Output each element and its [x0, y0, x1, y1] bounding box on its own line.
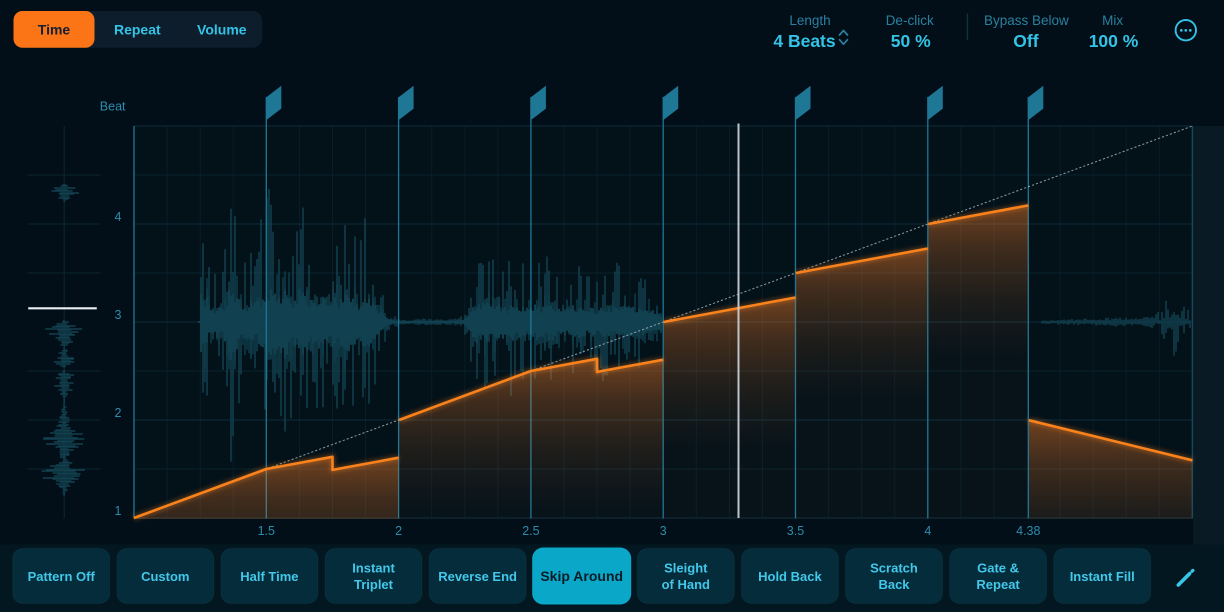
svg-text:4.38: 4.38 [1016, 524, 1040, 538]
svg-text:Repeat: Repeat [114, 21, 161, 37]
svg-text:Skip Around: Skip Around [540, 568, 623, 584]
svg-text:of Hand: of Hand [662, 577, 710, 592]
svg-text:Instant: Instant [352, 561, 395, 576]
svg-text:100 %: 100 % [1089, 31, 1139, 51]
svg-text:1: 1 [115, 504, 122, 518]
svg-text:4: 4 [924, 524, 931, 538]
svg-text:Volume: Volume [197, 21, 247, 37]
svg-text:Mix: Mix [1102, 13, 1123, 28]
svg-text:Time: Time [38, 21, 71, 37]
svg-text:Half Time: Half Time [240, 569, 298, 584]
svg-text:Sleight: Sleight [664, 561, 708, 576]
svg-text:Off: Off [1013, 31, 1038, 51]
svg-text:Custom: Custom [141, 569, 189, 584]
svg-text:Beat: Beat [100, 100, 126, 114]
svg-text:3: 3 [660, 524, 667, 538]
svg-text:2: 2 [395, 524, 402, 538]
svg-text:3.5: 3.5 [787, 524, 804, 538]
svg-text:Reverse End: Reverse End [438, 569, 517, 584]
svg-text:Gate &: Gate & [977, 561, 1019, 576]
svg-text:Repeat: Repeat [976, 577, 1020, 592]
svg-text:Bypass Below: Bypass Below [984, 13, 1069, 28]
svg-text:4 Beats: 4 Beats [773, 31, 836, 51]
svg-text:50 %: 50 % [891, 31, 931, 51]
svg-text:Triplet: Triplet [354, 577, 394, 592]
svg-text:Instant Fill: Instant Fill [1070, 569, 1135, 584]
svg-text:Scratch: Scratch [870, 561, 918, 576]
svg-text:Pattern Off: Pattern Off [28, 569, 96, 584]
svg-text:De-click: De-click [886, 13, 934, 28]
svg-text:2: 2 [115, 406, 122, 420]
svg-text:3: 3 [115, 308, 122, 322]
svg-text:Hold Back: Hold Back [758, 569, 822, 584]
svg-text:1.5: 1.5 [258, 524, 275, 538]
svg-text:Back: Back [878, 577, 910, 592]
svg-text:Length: Length [789, 13, 830, 28]
svg-text:2.5: 2.5 [522, 524, 539, 538]
svg-text:4: 4 [115, 210, 122, 224]
